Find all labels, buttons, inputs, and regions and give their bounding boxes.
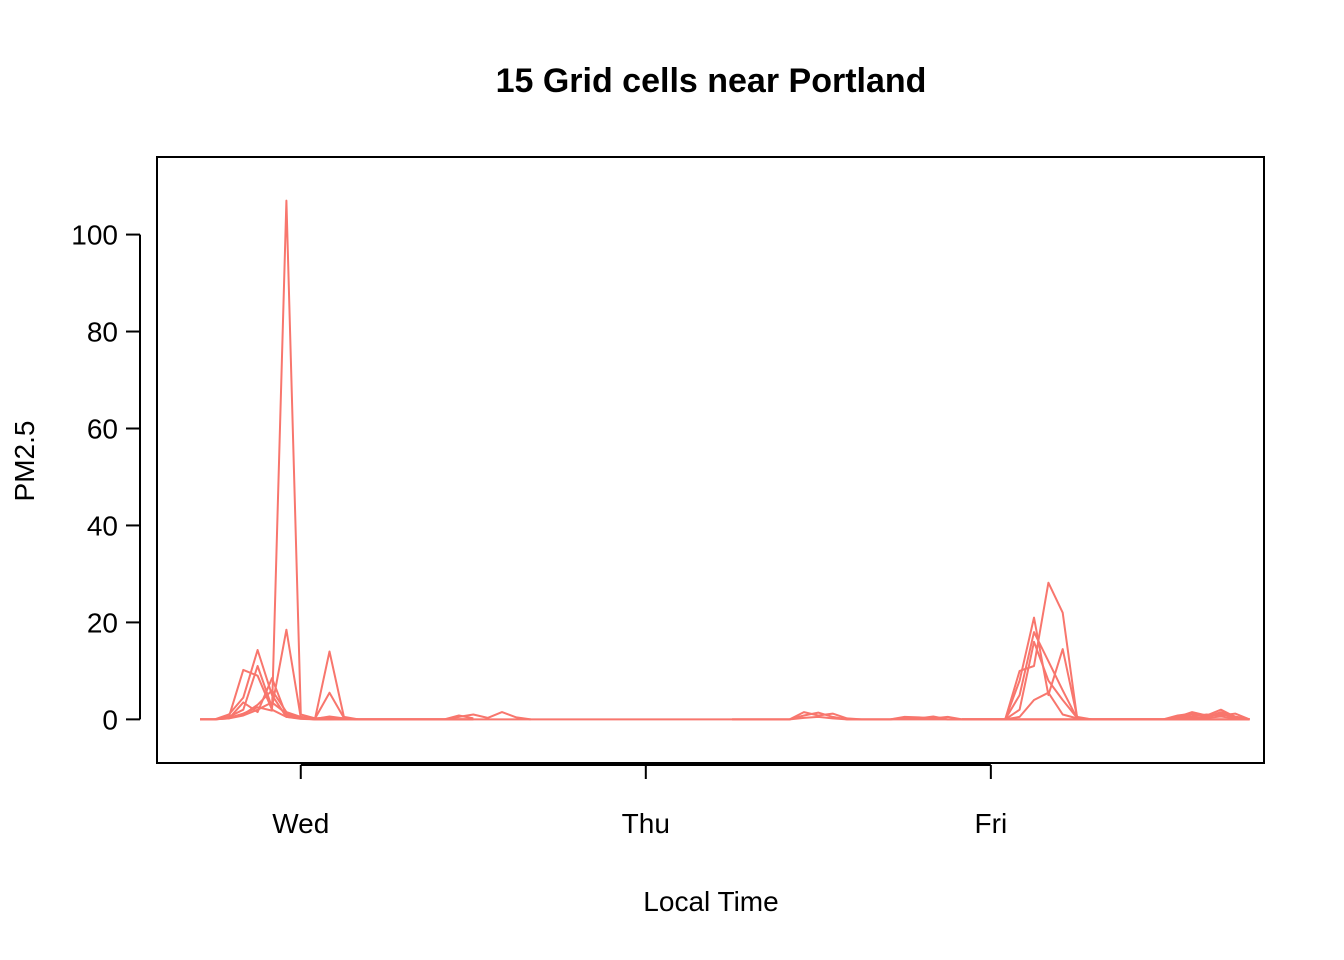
y-tick-label-60: 60	[87, 413, 118, 444]
y-tick-label-80: 80	[87, 317, 118, 348]
series-line-12	[962, 616, 1250, 721]
x-tick-label-fri: Fri	[975, 808, 1008, 839]
series-line-15	[962, 691, 1250, 721]
plot-area-border	[156, 156, 1265, 764]
y-tick-label-20: 20	[87, 607, 118, 638]
series-line-7	[200, 701, 531, 721]
x-axis: Wed Thu Fri	[272, 764, 1008, 839]
series-line-11	[962, 581, 1250, 721]
y-tick-label-40: 40	[87, 510, 118, 541]
y-tick-label-100: 100	[71, 220, 118, 251]
x-tick-label-thu: Thu	[622, 808, 670, 839]
y-axis: 0 20 40 60 80 100	[71, 220, 141, 735]
series-line-5	[200, 650, 474, 721]
x-axis-label: Local Time	[643, 886, 778, 917]
chart-title: 15 Grid cells near Portland	[496, 62, 927, 100]
y-tick-label-0: 0	[102, 704, 118, 735]
y-axis-label: PM2.5	[9, 421, 40, 502]
series-line-14	[962, 640, 1250, 721]
series-line-8	[473, 711, 1250, 721]
series-line-1	[200, 199, 474, 721]
x-tick-label-wed: Wed	[272, 808, 329, 839]
series-layer	[200, 199, 1250, 721]
series-line-2	[200, 668, 474, 721]
series-line-13	[962, 631, 1250, 721]
